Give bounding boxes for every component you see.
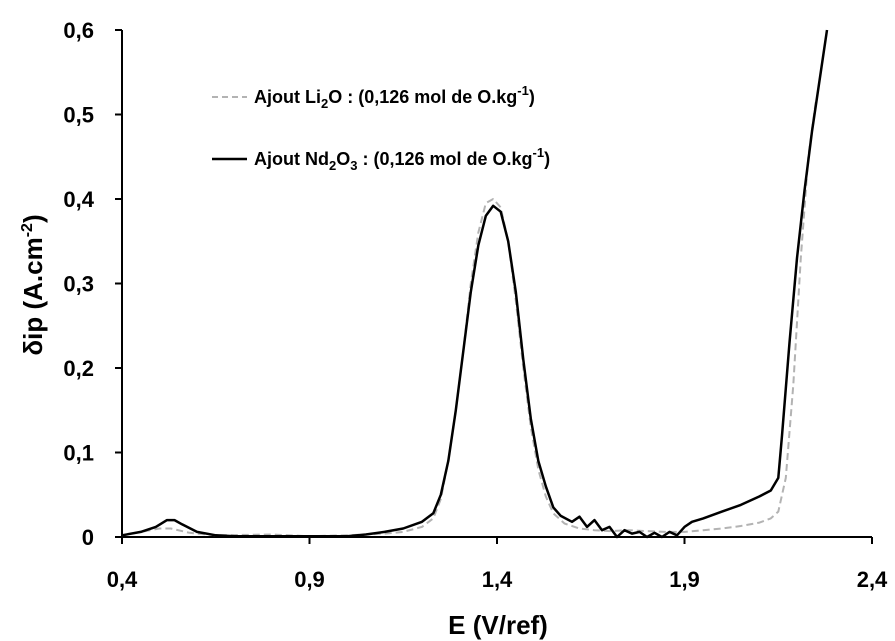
x-tick-label: 1,4 <box>482 567 513 592</box>
y-tick-label: 0,5 <box>63 103 94 128</box>
x-tick-label: 0,9 <box>294 567 325 592</box>
legend-entry-nd2o3: Ajout Nd2O3 : (0,126 mol de O.kg-1) <box>212 145 550 173</box>
x-axis-title: E (V/ref) <box>448 610 548 640</box>
x-tick-label: 1,9 <box>669 567 700 592</box>
legend-entry-li2o: Ajout Li2O : (0,126 mol de O.kg-1) <box>212 83 535 111</box>
x-tick-label: 0,4 <box>107 567 138 592</box>
series-line-nd2o3 <box>121 29 829 539</box>
y-axis-title: δip (A.cm-2) <box>18 214 48 355</box>
legend: Ajout Li2O : (0,126 mol de O.kg-1) Ajout… <box>212 83 550 173</box>
y-tick-label: 0,2 <box>63 356 94 381</box>
legend-label-li2o: Ajout Li2O : (0,126 mol de O.kg-1) <box>254 83 535 111</box>
x-tick-label: 2,4 <box>857 567 888 592</box>
axes <box>115 29 873 544</box>
y-tick-label: 0,1 <box>63 441 94 466</box>
y-tick-label: 0,4 <box>63 187 94 212</box>
series-layer <box>121 29 829 539</box>
tick-labels: 0,4 0,9 1,4 1,9 2,4 0 0,1 0,2 0,3 0,4 0,5 0,6 <box>63 18 888 592</box>
legend-label-nd2o3: Ajout Nd2O3 : (0,126 mol de O.kg-1) <box>254 145 550 173</box>
y-axis-title-text: δip (A.cm-2) <box>18 214 48 355</box>
y-tick-label: 0 <box>82 525 94 550</box>
y-tick-label: 0,3 <box>63 272 94 297</box>
y-tick-label: 0,6 <box>63 18 94 43</box>
